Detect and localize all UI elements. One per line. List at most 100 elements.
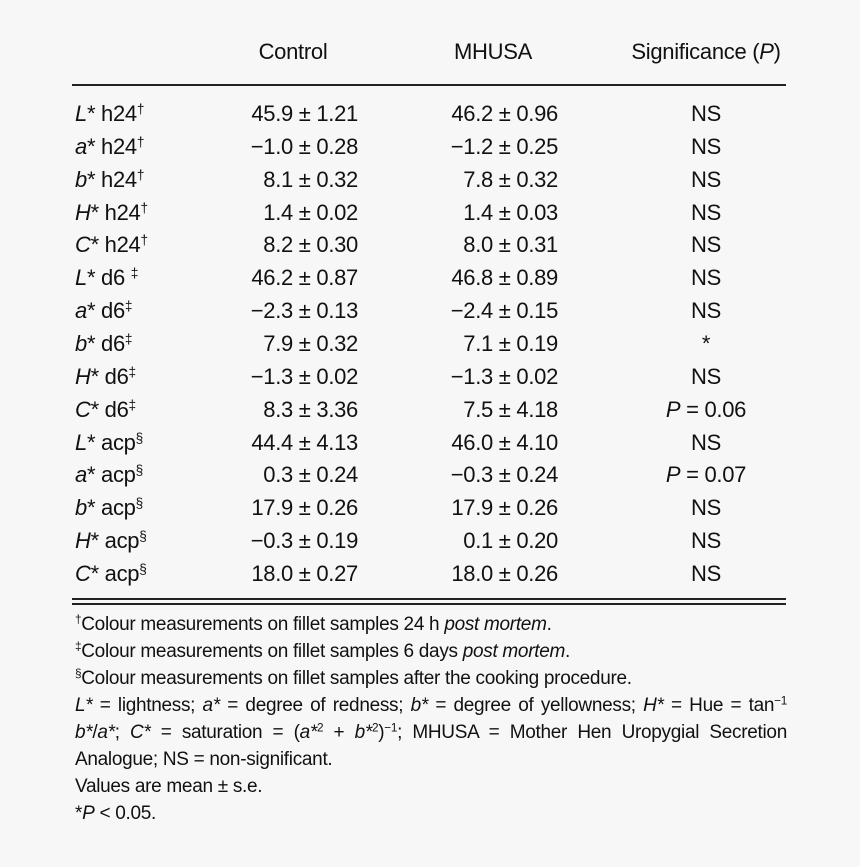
text-segment: = saturation = ( — [150, 722, 300, 743]
text-segment: NS — [691, 166, 721, 192]
cell-value: 45.9 ± 1.21 — [251, 101, 358, 126]
significance: NS — [691, 228, 721, 261]
significance: NS — [691, 491, 721, 524]
footnote: L* = lightness; a* = degree of redness; … — [75, 692, 787, 773]
text-segment: = 0.07 — [680, 462, 747, 488]
text-segment: NS — [691, 101, 721, 126]
text-segment: H — [75, 363, 91, 389]
cell-value: 8.0 ± 0.31 — [463, 232, 558, 258]
row-label: a* acp§ — [75, 458, 143, 491]
cell-value: 18.0 ± 0.26 — [451, 561, 558, 587]
text-segment: § — [139, 561, 147, 577]
text-segment: P — [759, 39, 774, 64]
text-segment: * d6 — [86, 265, 131, 291]
cell-value: 46.8 ± 0.89 — [451, 265, 558, 291]
text-segment: L — [75, 429, 87, 455]
significance: NS — [691, 196, 721, 229]
text-segment: * acp — [90, 528, 140, 554]
text-segment: b* — [75, 722, 93, 743]
text-segment: * acp — [86, 495, 136, 521]
text-segment: ; MHUSA = Mother Hen Uropygial Secretion… — [75, 722, 787, 770]
text-segment: * acp — [90, 561, 140, 587]
text-segment: * h24 — [86, 133, 137, 159]
text-segment: ‡ — [124, 331, 133, 347]
cell-value: 7.8 ± 0.32 — [463, 166, 558, 192]
cell-value: 0.3 ± 0.24 — [263, 462, 358, 488]
footnotes: †Colour measurements on fillet samples 2… — [75, 611, 787, 827]
text-segment: = 0.06 — [680, 396, 747, 422]
cell-value: −2.4 ± 0.15 — [450, 298, 559, 324]
text-segment: § — [135, 430, 144, 446]
text-segment: § — [75, 667, 82, 681]
text-segment: H — [75, 528, 91, 554]
text-segment: Colour measurements on fillet samples 6 … — [81, 641, 463, 662]
text-segment: P — [82, 803, 95, 824]
significance: P = 0.07 — [666, 458, 746, 491]
text-segment: * h24 — [90, 232, 141, 258]
text-segment: H* — [643, 695, 664, 716]
text-segment: Significance ( — [631, 39, 760, 64]
cell-value: −0.3 ± 0.19 — [250, 528, 359, 554]
text-segment: a* — [299, 722, 318, 743]
significance: NS — [691, 261, 721, 294]
cell-value: 18.0 ± 0.27 — [251, 561, 358, 587]
column-header: Control — [259, 36, 328, 68]
text-segment: ‡ — [75, 640, 82, 654]
text-segment: < 0.05. — [94, 803, 156, 824]
text-segment: * — [75, 803, 83, 824]
text-segment: Colour measurements on fillet samples 24… — [81, 614, 445, 635]
text-segment: −1 — [774, 694, 787, 708]
cell-value: 7.5 ± 4.18 — [463, 396, 558, 422]
text-segment: 2 — [317, 721, 324, 735]
text-segment: * d6 — [90, 396, 129, 422]
text-segment: H — [75, 199, 91, 225]
cell-value: 46.2 ± 0.96 — [451, 101, 558, 126]
significance: NS — [691, 557, 721, 590]
footnote: *P < 0.05. — [75, 800, 787, 827]
cell-value: −1.3 ± 0.02 — [250, 363, 359, 389]
text-segment: b — [75, 166, 87, 192]
text-segment: NS — [691, 561, 721, 587]
text-segment: C — [75, 396, 91, 422]
text-segment: NS — [691, 199, 721, 225]
cell-value: 46.0 ± 4.10 — [451, 429, 558, 455]
text-segment: MHUSA — [454, 39, 532, 64]
text-segment: ) — [378, 722, 385, 743]
text-segment: P — [665, 396, 681, 422]
text-segment: C — [75, 561, 91, 587]
row-label: b* acp§ — [75, 491, 143, 524]
cell-value: 17.9 ± 0.26 — [251, 495, 358, 521]
text-segment: † — [136, 167, 145, 183]
text-segment: −1 — [384, 721, 398, 735]
row-label: a* d6‡ — [75, 294, 132, 327]
text-segment: b* — [410, 695, 429, 716]
cell-value: 0.1 ± 0.20 — [463, 528, 558, 554]
text-segment: L* — [75, 695, 93, 716]
cell-value: 1.4 ± 0.02 — [263, 199, 358, 225]
row-label: H* h24† — [75, 196, 148, 229]
text-segment: † — [136, 134, 145, 150]
text-segment: = degree of yellowness; — [427, 695, 644, 716]
bottom-rule — [72, 603, 786, 605]
text-segment: a* — [202, 695, 221, 716]
row-label: L* d6 ‡ — [75, 261, 138, 294]
text-segment: ‡ — [124, 298, 133, 314]
significance: NS — [691, 163, 721, 196]
text-segment: a — [75, 462, 87, 488]
text-segment: NS — [691, 298, 721, 324]
significance: NS — [691, 524, 721, 557]
cell-value: 44.4 ± 4.13 — [251, 429, 358, 455]
text-segment: ‡ — [128, 397, 137, 413]
text-segment: * h24 — [86, 166, 137, 192]
text-segment: b* — [354, 722, 373, 743]
text-segment: Colour measurements on fillet samples af… — [81, 668, 632, 689]
significance: P = 0.06 — [666, 393, 746, 426]
text-segment: ‡ — [128, 364, 137, 380]
cell-value: −0.3 ± 0.24 — [450, 462, 559, 488]
significance: NS — [691, 97, 721, 130]
text-segment: NS — [691, 363, 721, 389]
text-segment: * — [701, 331, 711, 357]
cell-value: 8.2 ± 0.30 — [263, 232, 358, 258]
cell-value: 7.9 ± 0.32 — [263, 331, 358, 357]
text-segment: ; — [114, 722, 130, 743]
